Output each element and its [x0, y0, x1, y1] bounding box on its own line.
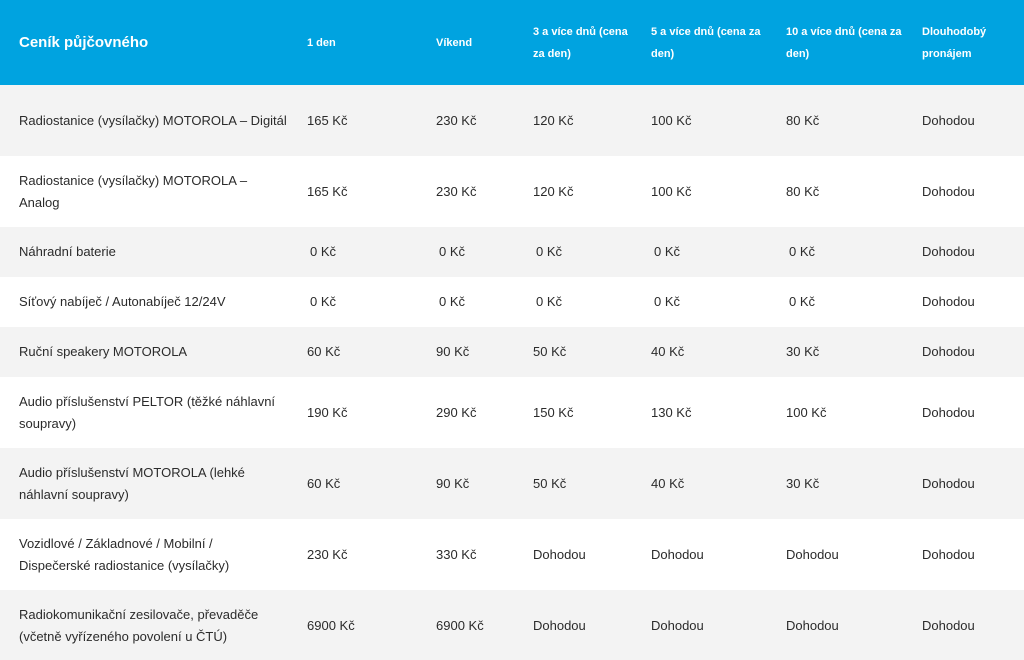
price-10-days: 100 Kč: [786, 404, 827, 420]
price-1-day: 60 Kč: [307, 475, 341, 491]
price-long-term: Dohodou: [922, 404, 975, 420]
price-3-days: 50 Kč: [533, 475, 567, 491]
price-1-day: 60 Kč: [307, 344, 341, 359]
price-3-days: 150 Kč: [533, 404, 574, 420]
table-row: Síťový nabíječ / Autonabíječ 12/24V 0 Kč…: [0, 277, 1024, 327]
table-row: Audio příslušenství PELTOR (těžké náhlav…: [0, 377, 1024, 448]
column-header-5-days: 5 a více dnů (cena za den): [651, 25, 761, 60]
price-5-days: 0 Kč: [654, 294, 681, 309]
table-row: Ruční speakery MOTOROLA 60 Kč 90 Kč 50 K…: [0, 327, 1024, 377]
item-name: Radiostanice (vysílačky) MOTOROLA – Digi…: [19, 112, 287, 128]
price-5-days: Dohodou: [651, 617, 704, 633]
price-weekend: 90 Kč: [436, 344, 470, 359]
column-header-1-day: 1 den: [307, 36, 336, 49]
price-long-term: Dohodou: [922, 344, 975, 359]
price-long-term: Dohodou: [922, 617, 975, 633]
price-5-days: 40 Kč: [651, 344, 685, 359]
column-header-3-days: 3 a více dnů (cena za den): [533, 25, 628, 60]
price-3-days: 0 Kč: [536, 244, 563, 259]
price-10-days: Dohodou: [786, 617, 839, 633]
price-3-days: 120 Kč: [533, 183, 574, 199]
price-1-day: 190 Kč: [307, 404, 348, 420]
price-weekend: 230 Kč: [436, 183, 477, 199]
table-header: Ceník půjčovného 1 den Víkend 3 a více d…: [0, 0, 1024, 85]
price-long-term: Dohodou: [922, 244, 975, 259]
price-weekend: 230 Kč: [436, 112, 477, 128]
item-name: Radiostanice (vysílačky) MOTOROLA – Anal…: [19, 172, 248, 210]
price-10-days: 0 Kč: [789, 294, 816, 309]
price-10-days: 30 Kč: [786, 344, 820, 359]
price-long-term: Dohodou: [922, 294, 975, 309]
table-row: Vozidlové / Základnové / Mobilní / Dispe…: [0, 519, 1024, 590]
price-10-days: 80 Kč: [786, 183, 820, 199]
price-1-day: 6900 Kč: [307, 617, 355, 633]
price-5-days: 100 Kč: [651, 112, 692, 128]
table-row: Radiokomunikační zesilovače, převaděče (…: [0, 590, 1024, 660]
header-row: Ceník půjčovného 1 den Víkend 3 a více d…: [0, 0, 1024, 85]
item-name: Síťový nabíječ / Autonabíječ 12/24V: [19, 294, 226, 309]
table-row: Radiostanice (vysílačky) MOTOROLA – Anal…: [0, 156, 1024, 227]
item-name: Radiokomunikační zesilovače, převaděče (…: [19, 606, 259, 644]
price-weekend: 330 Kč: [436, 546, 477, 562]
price-3-days: 120 Kč: [533, 112, 574, 128]
price-long-term: Dohodou: [922, 183, 975, 199]
price-10-days: 30 Kč: [786, 475, 820, 491]
table-body: Radiostanice (vysílačky) MOTOROLA – Digi…: [0, 85, 1024, 660]
column-header-weekend: Víkend: [436, 36, 473, 49]
item-name: Vozidlové / Základnové / Mobilní / Dispe…: [19, 535, 230, 573]
price-3-days: 50 Kč: [533, 344, 567, 359]
price-10-days: 80 Kč: [786, 112, 820, 128]
price-1-day: 165 Kč: [307, 183, 348, 199]
price-10-days: Dohodou: [786, 546, 839, 562]
price-3-days: Dohodou: [533, 546, 586, 562]
column-header-10-days: 10 a více dnů (cena za den): [786, 25, 902, 60]
price-3-days: Dohodou: [533, 617, 586, 633]
price-long-term: Dohodou: [922, 112, 975, 128]
table-row: Audio příslušenství MOTOROLA (lehké náhl…: [0, 448, 1024, 519]
item-name: Náhradní baterie: [19, 244, 116, 259]
price-1-day: 165 Kč: [307, 112, 348, 128]
column-header-long-term: Dlouhodobý pronájem: [922, 25, 987, 60]
item-name: Ruční speakery MOTOROLA: [19, 344, 188, 359]
price-weekend: 0 Kč: [439, 294, 466, 309]
table-title: Ceník půjčovného: [19, 33, 149, 51]
price-weekend: 90 Kč: [436, 475, 470, 491]
price-5-days: Dohodou: [651, 546, 704, 562]
price-weekend: 290 Kč: [436, 404, 477, 420]
price-5-days: 40 Kč: [651, 475, 685, 491]
table-row: Radiostanice (vysílačky) MOTOROLA – Digi…: [0, 85, 1024, 156]
price-weekend: 6900 Kč: [436, 617, 484, 633]
price-3-days: 0 Kč: [536, 294, 563, 309]
price-weekend: 0 Kč: [439, 244, 466, 259]
price-long-term: Dohodou: [922, 546, 975, 562]
price-10-days: 0 Kč: [789, 244, 816, 259]
price-5-days: 100 Kč: [651, 183, 692, 199]
price-5-days: 130 Kč: [651, 404, 692, 420]
price-1-day: 0 Kč: [310, 244, 337, 259]
table-row: Náhradní baterie 0 Kč 0 Kč 0 Kč 0 Kč 0 K…: [0, 227, 1024, 277]
price-long-term: Dohodou: [922, 475, 975, 491]
price-1-day: 0 Kč: [310, 294, 337, 309]
price-5-days: 0 Kč: [654, 244, 681, 259]
item-name: Audio příslušenství PELTOR (těžké náhlav…: [19, 393, 276, 431]
price-1-day: 230 Kč: [307, 546, 348, 562]
item-name: Audio příslušenství MOTOROLA (lehké náhl…: [19, 464, 245, 502]
